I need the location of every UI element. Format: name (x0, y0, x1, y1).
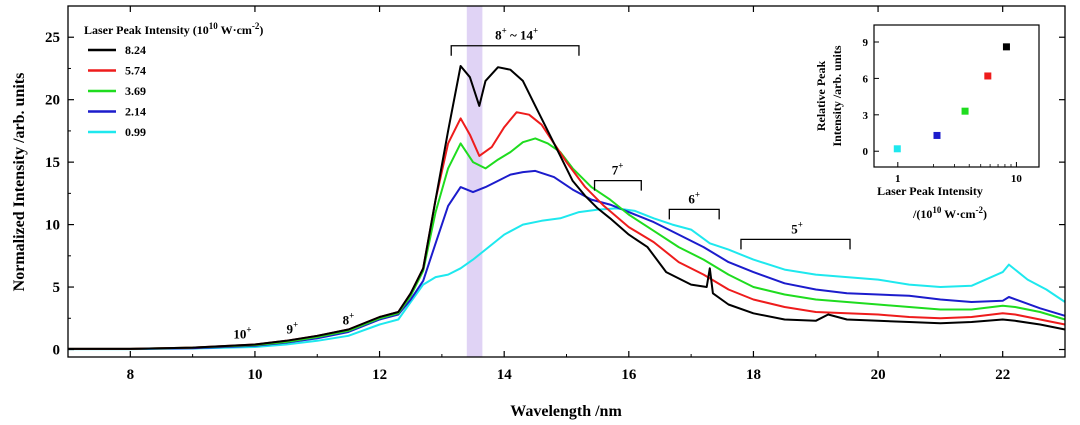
highlight-band (466, 6, 483, 357)
ion-label-1: 9+ (287, 319, 299, 336)
inset-point-0 (893, 145, 901, 153)
inset-layer: 1 10 0 3 6 9 (863, 37, 1023, 185)
y-tick-label: 20 (45, 93, 60, 109)
y-tick-label: 10 (45, 218, 60, 234)
x-tick-label: 18 (746, 367, 761, 383)
annotation-layer: 8+ 9+ 10+ 8+ ~ 14+ 7+ 6+ 5+ (233, 26, 851, 341)
ion-label-3: 8+ ~ 14+ (495, 26, 538, 43)
inset-point-2 (961, 107, 969, 115)
legend-label-5.74: 5.74 (125, 64, 146, 78)
legend-label-0.99: 0.99 (125, 125, 146, 139)
inset-frame (873, 24, 1040, 168)
y-tick-label: 0 (53, 343, 61, 359)
ion-bracket-5 (668, 208, 720, 220)
y-tick-label: 5 (53, 280, 61, 296)
ion-label-2: 10+ (233, 324, 251, 341)
legend: Laser Peak Intensity (1010 W·cm-2) 8.24 5… (84, 21, 263, 139)
series-line-0.99 (68, 207, 1066, 351)
legend-label-3.69: 3.69 (125, 84, 146, 98)
series-line-2.14 (68, 169, 1066, 350)
x-axis-title: Wavelength /nm (510, 403, 622, 420)
ion-label-4: 7+ (612, 161, 624, 178)
inset-y-title-2: Intensity /arb. units (830, 45, 844, 146)
inset-x-tick-label: 10 (1011, 173, 1023, 185)
inset-point-3 (984, 72, 992, 80)
ion-label-5: 6+ (688, 189, 700, 206)
series-layer (68, 65, 1066, 351)
inset-point-4 (1002, 43, 1010, 51)
inset-x-title-1: Laser Peak Intensity (877, 184, 983, 198)
x-tick-label: 16 (621, 367, 637, 383)
y-tick-label: 15 (45, 155, 60, 171)
ion-bracket-3 (450, 45, 580, 56)
x-tick-label: 14 (497, 367, 513, 383)
inset-x-tick-label: 1 (895, 173, 901, 185)
x-tick-label: 20 (871, 367, 886, 383)
inset-y-tick-label: 9 (863, 37, 869, 49)
x-tick-label: 8 (127, 367, 135, 383)
inset-y-tick-label: 3 (863, 110, 869, 122)
inset-y-title-1: Relative Peak (814, 61, 828, 132)
ion-bracket-6 (740, 238, 851, 250)
inset-chart: 1 10 0 3 6 9 Relative Peak Intensity /arb. un… (814, 24, 1040, 221)
ion-bracket-4 (593, 179, 642, 191)
inset-y-tick-label: 6 (863, 73, 869, 85)
legend-items: 8.24 5.74 3.69 2.14 0.99 (88, 43, 146, 139)
legend-label-8.24: 8.24 (125, 43, 146, 57)
y-tick-label: 25 (45, 30, 60, 46)
series-line-3.69 (68, 137, 1066, 350)
legend-title: Laser Peak Intensity (1010 W·cm-2) (84, 21, 263, 37)
x-tick-label: 10 (247, 367, 262, 383)
y-axis-title: Normalized Intensity /arb. units (11, 73, 28, 292)
inset-point-1 (933, 131, 941, 139)
ion-label-0: 8+ (343, 311, 355, 328)
legend-label-2.14: 2.14 (125, 105, 146, 119)
ion-label-6: 5+ (791, 219, 803, 236)
series-line-8.24 (68, 65, 1066, 350)
x-tick-label: 22 (995, 367, 1010, 383)
inset-x-title-2: /(1010 W·cm-2) (912, 205, 987, 221)
x-tick-label: 12 (372, 367, 387, 383)
inset-y-tick-label: 0 (863, 146, 869, 158)
